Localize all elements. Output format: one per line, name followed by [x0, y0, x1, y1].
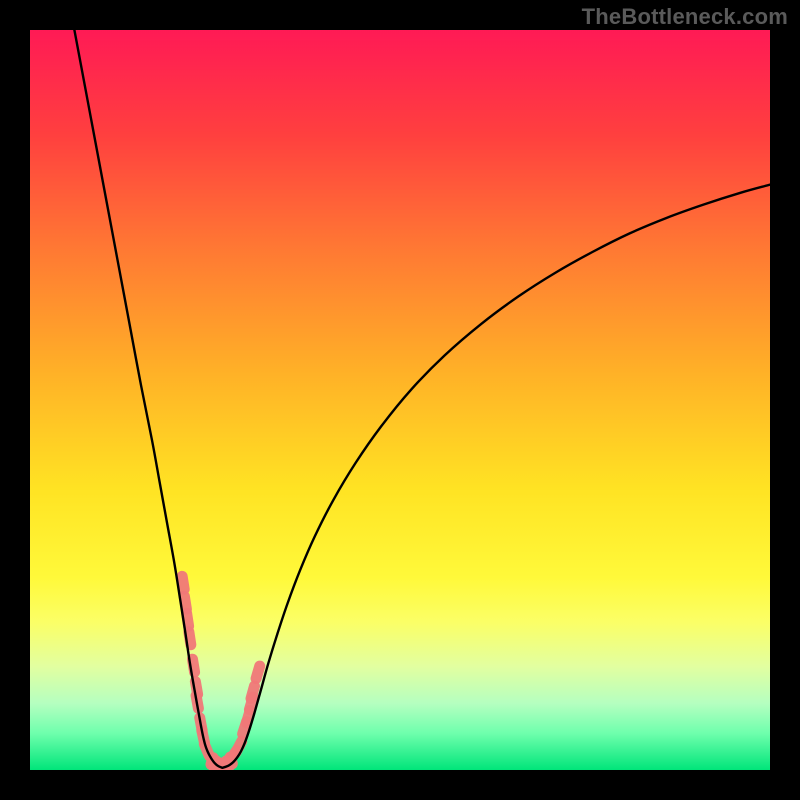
curve-right: [222, 185, 770, 768]
curve-left: [74, 30, 222, 768]
watermark-text: TheBottleneck.com: [582, 4, 788, 30]
curve-layer: [30, 30, 770, 770]
plot-area: [30, 30, 770, 770]
chart-frame: TheBottleneck.com: [0, 0, 800, 800]
